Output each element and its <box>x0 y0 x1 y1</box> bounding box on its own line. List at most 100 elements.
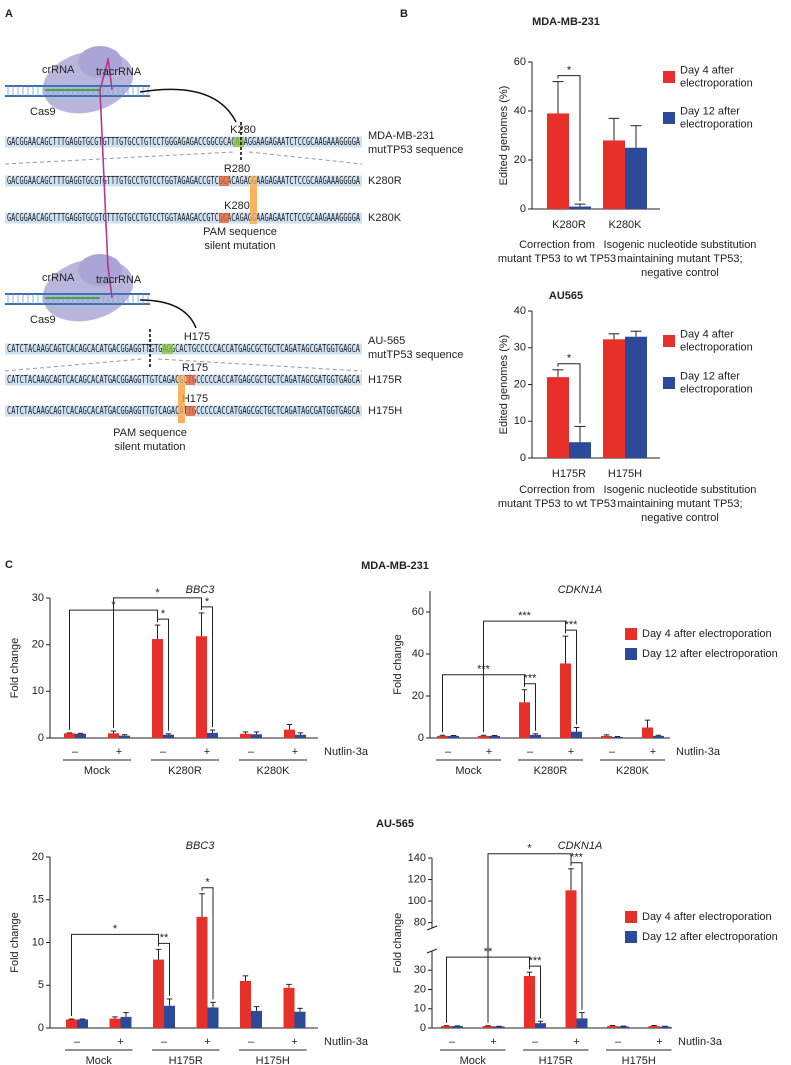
bar <box>66 1019 77 1028</box>
x-tick-label: + <box>116 746 122 758</box>
bar <box>625 147 647 209</box>
sequence: GACGGAACAGCTTTGAGGTGCGTGTTTGTGCCTGTCCTGG… <box>7 211 360 224</box>
bar <box>251 734 262 738</box>
significance-label: ** <box>160 932 169 944</box>
y-tick-label: 40 <box>514 105 526 117</box>
chart-title: AU565 <box>549 290 583 302</box>
sequence-label: mutTP53 sequence <box>368 144 463 156</box>
row-title: MDA-MB-231 <box>361 560 429 572</box>
bar <box>77 1019 88 1028</box>
bar <box>437 735 448 738</box>
significance-label: * <box>155 587 160 599</box>
panel-label: C <box>5 559 13 571</box>
legend-label: Day 12 after electroporation <box>642 931 778 943</box>
bar <box>612 736 623 738</box>
note: silent mutation <box>205 240 276 252</box>
x-tick-label: + <box>204 746 210 758</box>
bar <box>452 1026 463 1028</box>
bar <box>576 1018 588 1028</box>
group-label: K280R <box>168 765 202 777</box>
x-tick-label: – <box>248 1036 255 1048</box>
bar <box>284 729 295 738</box>
group-label: H175H <box>256 1055 290 1065</box>
bar <box>295 734 306 738</box>
x-tick-label: + <box>573 1036 579 1048</box>
bar <box>240 980 251 1028</box>
bar <box>642 727 653 738</box>
x-axis-label: Nutlin-3a <box>324 746 369 758</box>
x-tick-label: – <box>609 746 616 758</box>
bar <box>571 731 582 738</box>
zoom-line <box>4 151 234 165</box>
y-tick-label: 10 <box>32 936 44 948</box>
bar <box>251 1010 262 1028</box>
highlight <box>219 176 229 186</box>
x-axis-label: Nutlin-3a <box>678 1036 723 1048</box>
x-tick-label: – <box>72 746 79 758</box>
significance-label: *** <box>518 610 532 622</box>
cas9-lobe <box>78 46 122 78</box>
legend-swatch <box>625 911 637 923</box>
axis-break <box>426 925 438 931</box>
legend-label: Day 4 after electroporation <box>680 328 753 353</box>
y-tick-label: 15 <box>32 894 44 906</box>
y-axis-label: Fold change <box>392 913 404 974</box>
chart-title: MDA-MB-231 <box>532 16 600 28</box>
bar <box>659 1026 671 1028</box>
x-tick-label: – <box>160 746 167 758</box>
bar <box>283 987 295 1028</box>
sequence-label: K280K <box>368 212 402 224</box>
legend-swatch <box>663 335 675 347</box>
sequence-bar <box>5 136 362 148</box>
x-tick-label: H175R <box>552 468 586 480</box>
site-label: R280 <box>224 163 250 175</box>
bar <box>152 639 163 738</box>
x-tick-label: + <box>117 1036 123 1048</box>
bar <box>565 890 577 1028</box>
caption: Isogenic nucleotide substitution <box>604 239 757 251</box>
x-tick-label: + <box>568 746 574 758</box>
y-tick-label: 10 <box>32 685 44 697</box>
site-label: H175 <box>184 331 210 343</box>
x-tick-label: + <box>650 746 656 758</box>
significance-label: * <box>205 877 210 889</box>
legend-label: Day 12 after electroporation <box>680 105 753 130</box>
caption: negative control <box>641 267 719 279</box>
group-label: Mock <box>455 765 482 777</box>
group-label: H175H <box>622 1055 656 1065</box>
legend-swatch <box>625 628 637 640</box>
legend-label: Day 4 after electroporation <box>680 64 753 89</box>
y-tick-label: 40 <box>514 305 526 317</box>
significance-bracket <box>487 853 572 1023</box>
site-label: K280 <box>224 200 250 212</box>
significance-label: *** <box>529 955 543 967</box>
y-tick-label: 30 <box>32 592 44 604</box>
bar <box>489 735 500 738</box>
y-tick-label: 80 <box>414 917 426 929</box>
bar <box>478 735 489 738</box>
x-tick-label: + <box>204 1036 210 1048</box>
bar <box>75 733 86 738</box>
bar <box>601 735 612 738</box>
highlight <box>178 375 185 423</box>
sequence: CATCTACAAGCAGTCACAGCACATGACGGAGGTTGTGAGG… <box>7 342 360 355</box>
significance-bracket <box>201 887 214 1000</box>
bar <box>607 1026 618 1028</box>
arrow <box>139 88 237 123</box>
chart-title: CDKN1A <box>558 840 603 852</box>
bar <box>653 735 664 738</box>
chart-title: BBC3 <box>186 840 216 852</box>
significance-bracket <box>71 933 159 1017</box>
y-axis-label: Fold change <box>9 638 21 699</box>
y-tick-label: 20 <box>514 378 526 390</box>
x-tick-label: – <box>248 746 255 758</box>
legend-label: Day 4 after electroporation <box>642 628 772 640</box>
chart-title: BBC3 <box>186 584 216 596</box>
x-tick-label: + <box>292 746 298 758</box>
sequence-bar <box>5 343 362 355</box>
sequence-bar <box>5 212 362 224</box>
sequence-label: K280R <box>368 175 402 187</box>
bar <box>547 113 569 209</box>
highlight <box>186 406 195 416</box>
